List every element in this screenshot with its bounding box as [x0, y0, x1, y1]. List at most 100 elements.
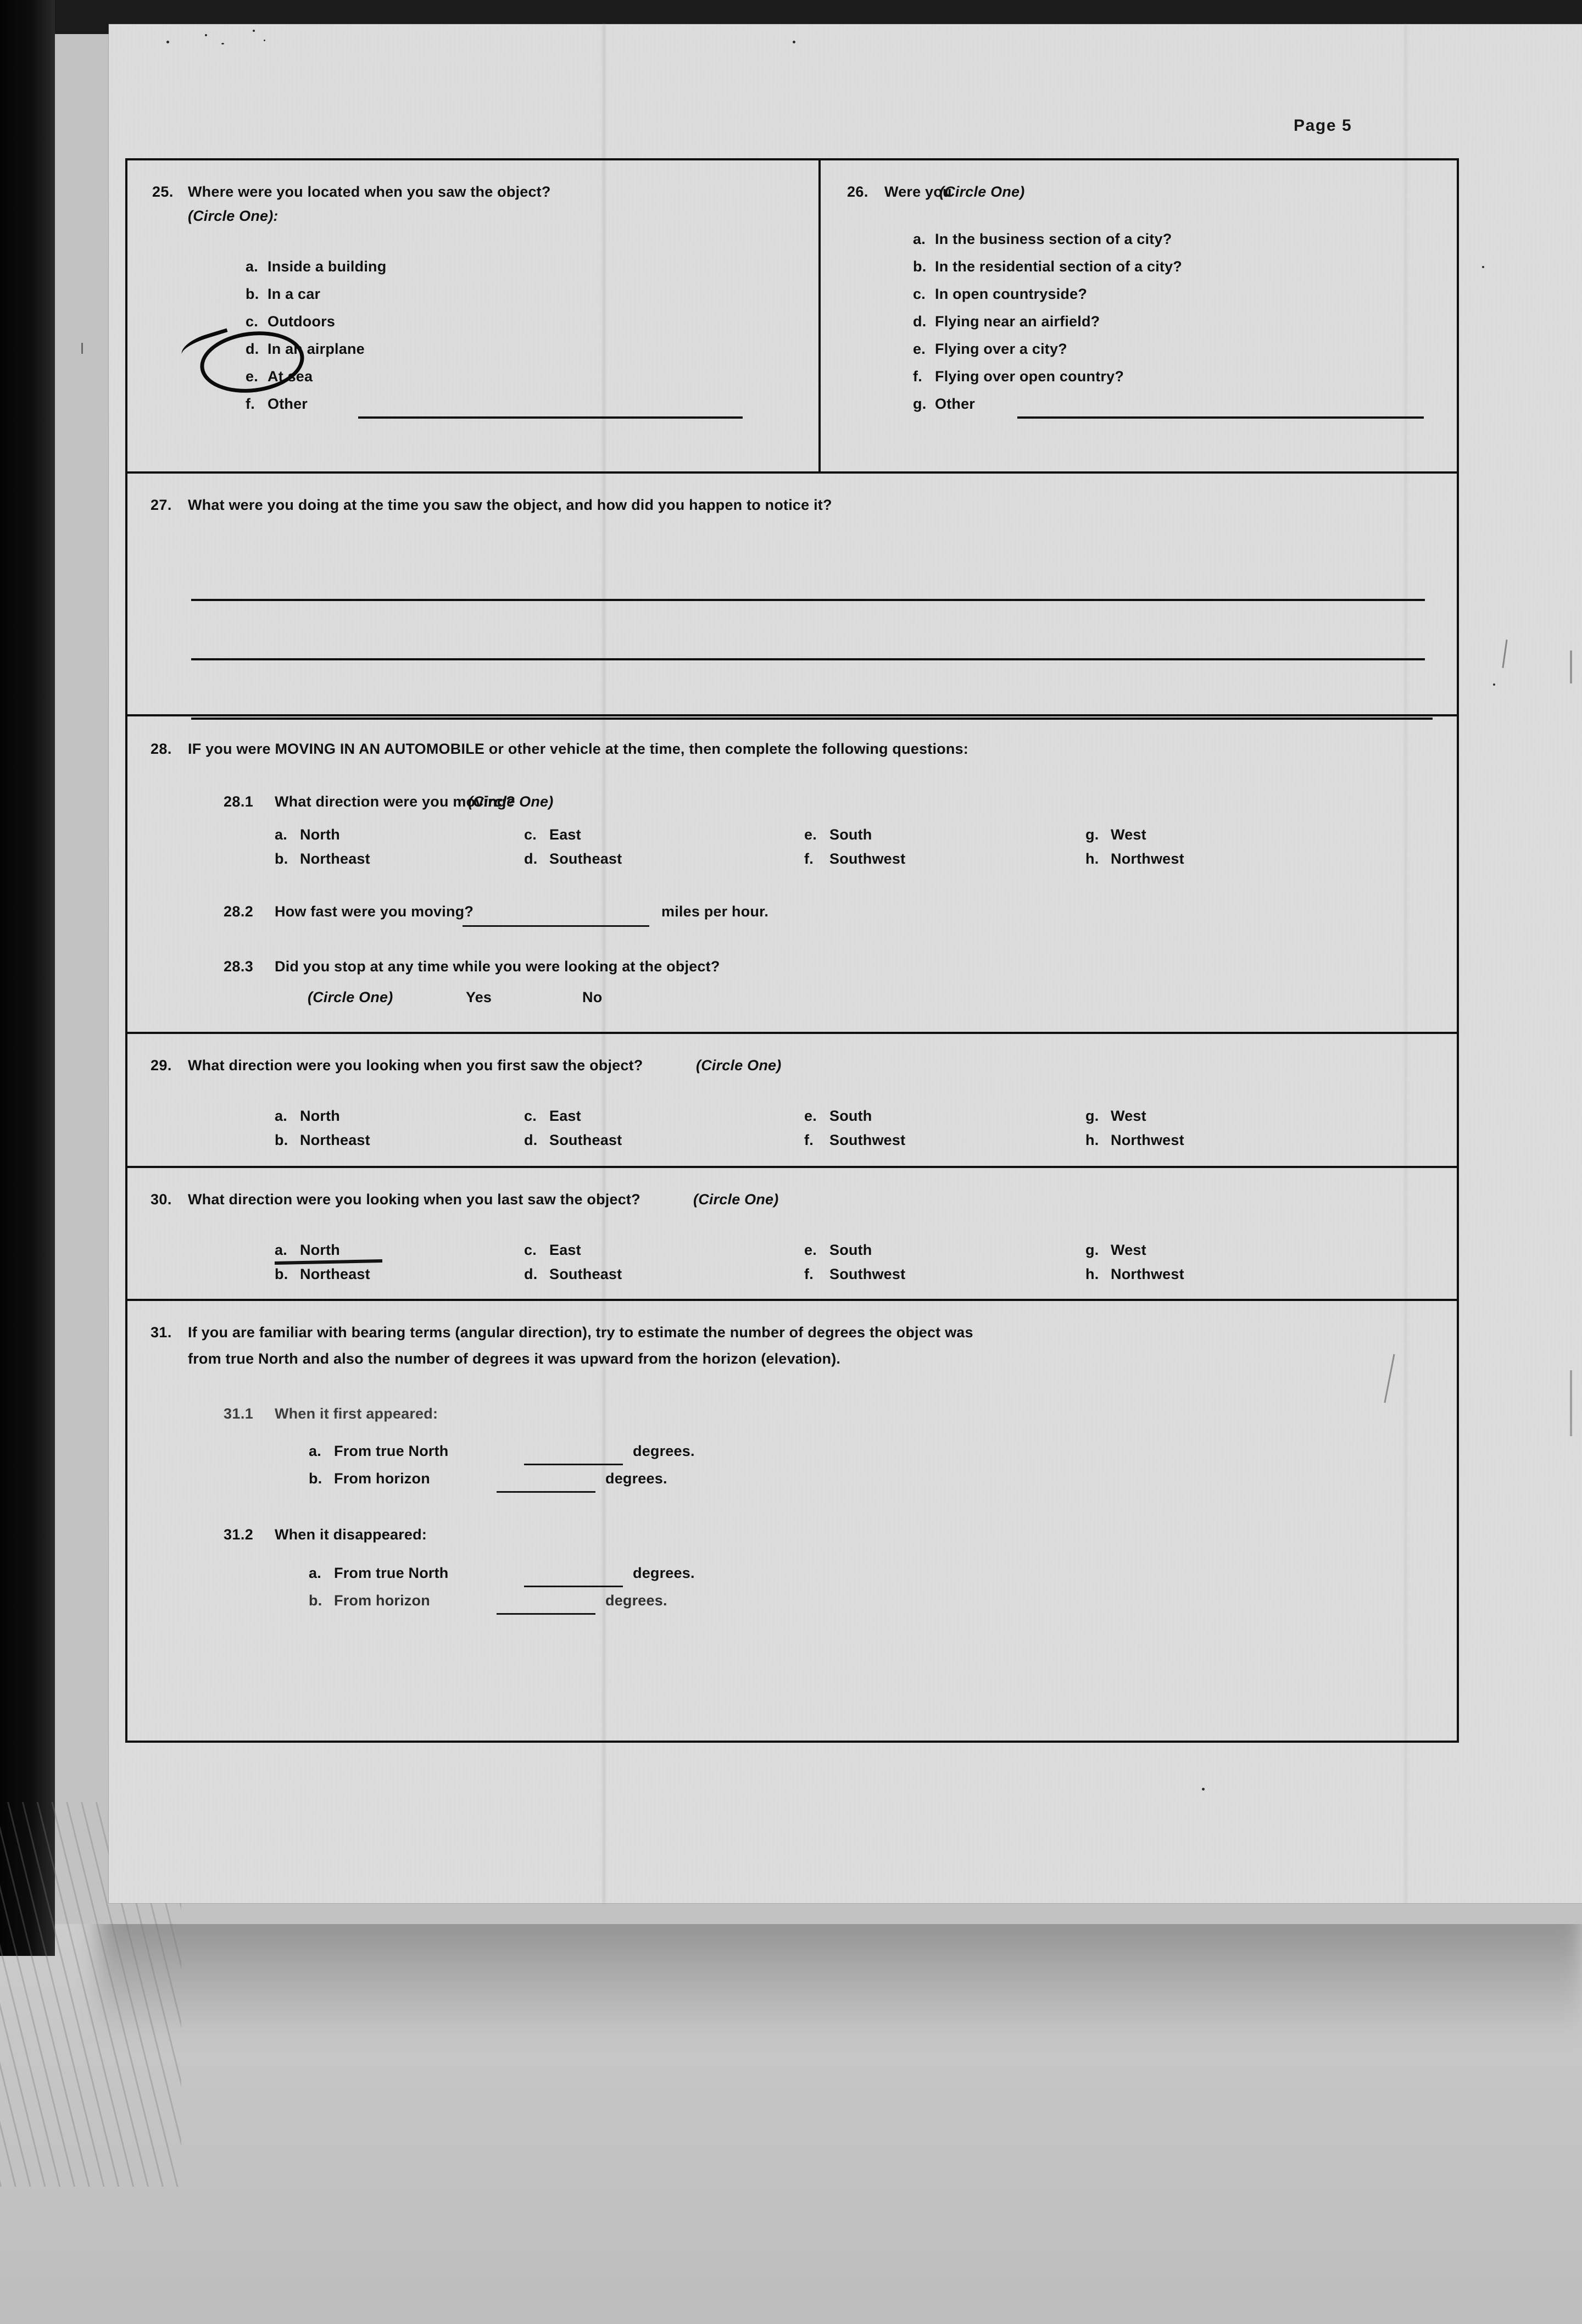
q31-2-item-b-fill-line[interactable]: [497, 1613, 595, 1615]
q25-option-c[interactable]: c. Outdoors: [246, 313, 335, 330]
q28-1-option-e-letter: e.: [804, 826, 817, 843]
stray-mark: [1482, 266, 1484, 268]
q28-1-option-a-label: North: [300, 826, 340, 843]
q26-option-c[interactable]: c. In open countryside?: [913, 286, 1087, 303]
q29-option-g[interactable]: g. West: [1085, 1108, 1146, 1125]
q30-option-b[interactable]: b. Northeast: [275, 1266, 370, 1283]
q26-option-d[interactable]: d. Flying near an airfield?: [913, 313, 1100, 330]
section-divider-25-27: [127, 471, 1457, 474]
q28-1-option-c[interactable]: c. East: [524, 826, 581, 843]
question-31-number: 31.: [151, 1324, 172, 1341]
q29-option-h[interactable]: h. Northwest: [1085, 1132, 1184, 1149]
q29-option-c[interactable]: c. East: [524, 1108, 581, 1125]
q28-1-option-d[interactable]: d. Southeast: [524, 850, 622, 868]
q25-option-f-label: Other: [268, 396, 308, 412]
q29-option-d-letter: d.: [524, 1132, 538, 1148]
q27-answer-line-2[interactable]: [191, 658, 1425, 660]
q26-option-e[interactable]: e. Flying over a city?: [913, 341, 1067, 358]
question-26-number: 26.: [847, 184, 868, 200]
q25-option-d[interactable]: d. In an airplane: [246, 341, 365, 358]
q26-option-b[interactable]: b. In the residential section of a city?: [913, 258, 1182, 275]
q28-1-option-e-label: South: [829, 826, 872, 843]
q31-1-item-a: a. From true North: [309, 1443, 449, 1460]
question-29-number: 29.: [151, 1057, 172, 1074]
q28-1-option-d-letter: d.: [524, 850, 538, 867]
q30-option-d[interactable]: d. Southeast: [524, 1266, 622, 1283]
question-26-circle-one: (Circle One): [939, 184, 1025, 200]
q30-option-g[interactable]: g. West: [1085, 1242, 1146, 1259]
q31-1-item-a-fill-line[interactable]: [524, 1464, 623, 1465]
q29-option-a[interactable]: a. North: [275, 1108, 340, 1125]
q25-option-b[interactable]: b. In a car: [246, 286, 320, 303]
q26-option-f-letter: f.: [913, 368, 922, 385]
q27-answer-line-3[interactable]: [191, 718, 1433, 720]
q25-option-e[interactable]: e. At sea: [246, 368, 313, 385]
question-25-number: 25.: [152, 184, 174, 200]
q26-option-a[interactable]: a. In the business section of a city?: [913, 231, 1172, 248]
q25-option-c-letter: c.: [246, 313, 258, 330]
q30-option-f[interactable]: f. Southwest: [804, 1266, 905, 1283]
q26-other-fill-line[interactable]: [1017, 416, 1424, 419]
q31-2-item-a: a. From true North: [309, 1565, 449, 1582]
q31-1-item-b-unit: degrees.: [605, 1470, 667, 1487]
question-30-circle-one: (Circle One): [693, 1191, 779, 1208]
q25-option-e-letter: e.: [246, 368, 258, 385]
q28-1-option-b[interactable]: b. Northeast: [275, 850, 370, 868]
q28-1-option-f-label: Southwest: [829, 850, 906, 867]
q30-option-a-label: North: [300, 1242, 340, 1258]
q30-option-e-letter: e.: [804, 1242, 817, 1258]
q31-1-item-b-fill-line[interactable]: [497, 1491, 595, 1493]
q26-option-f[interactable]: f. Flying over open country?: [913, 368, 1124, 385]
q26-option-e-letter: e.: [913, 341, 926, 357]
q29-option-d[interactable]: d. Southeast: [524, 1132, 622, 1149]
q28-1-option-h[interactable]: h. Northwest: [1085, 850, 1184, 868]
q27-answer-line-1[interactable]: [191, 599, 1425, 601]
section-divider-28-29: [127, 1032, 1457, 1034]
q28-3-choice-yes[interactable]: Yes: [466, 989, 492, 1005]
q31-2-item-a-unit: degrees.: [633, 1565, 695, 1581]
q25-option-f[interactable]: f. Other: [246, 396, 308, 413]
question-28-1-circle-one: (Circle One): [468, 793, 554, 810]
q25-other-fill-line[interactable]: [358, 416, 743, 419]
question-26-text: Were you: [884, 184, 952, 200]
question-31-2-text: When it disappeared:: [275, 1526, 427, 1543]
dust-speck: [221, 43, 224, 45]
q28-2-speed-fill-line[interactable]: [463, 925, 649, 927]
q31-1-item-b-label: From horizon: [334, 1470, 430, 1487]
q29-option-b-letter: b.: [275, 1132, 288, 1148]
question-25-text: Where were you located when you saw the …: [188, 184, 551, 200]
question-28-2-unit: miles per hour.: [661, 903, 769, 920]
q30-option-c[interactable]: c. East: [524, 1242, 581, 1259]
question-29-circle-one: (Circle One): [696, 1057, 782, 1074]
q31-2-item-a-fill-line[interactable]: [524, 1586, 623, 1587]
q30-option-h[interactable]: h. Northwest: [1085, 1266, 1184, 1283]
q31-1-item-a-unit: degrees.: [633, 1443, 695, 1459]
question-28-1-number: 28.1: [224, 793, 254, 810]
question-30-number: 30.: [151, 1191, 172, 1208]
q29-option-g-letter: g.: [1085, 1108, 1099, 1124]
page-number-label: Page 5: [1294, 116, 1352, 135]
q30-option-a[interactable]: a. North: [275, 1242, 340, 1259]
q30-option-e[interactable]: e. South: [804, 1242, 872, 1259]
q29-option-b[interactable]: b. Northeast: [275, 1132, 370, 1149]
q31-2-item-a-label: From true North: [334, 1565, 449, 1581]
q29-option-a-label: North: [300, 1108, 340, 1124]
questionnaire-form-table: 25. Where were you located when you saw …: [125, 158, 1459, 1743]
q29-option-e[interactable]: e. South: [804, 1108, 872, 1125]
q28-1-option-a[interactable]: a. North: [275, 826, 340, 843]
q28-3-choice-no[interactable]: No: [582, 989, 603, 1005]
stray-pen-mark: [1570, 651, 1572, 683]
q25-option-a[interactable]: a. Inside a building: [246, 258, 386, 275]
question-27-number: 27.: [151, 497, 172, 513]
q26-option-f-label: Flying over open country?: [935, 368, 1124, 385]
q28-1-option-g-label: West: [1111, 826, 1146, 843]
q30-option-f-letter: f.: [804, 1266, 814, 1282]
q25-option-e-label: At sea: [268, 368, 313, 385]
q29-option-f[interactable]: f. Southwest: [804, 1132, 905, 1149]
q28-1-option-f[interactable]: f. Southwest: [804, 850, 905, 868]
q31-1-item-a-letter: a.: [309, 1443, 321, 1459]
q28-1-option-g[interactable]: g. West: [1085, 826, 1146, 843]
dust-speck: [264, 40, 265, 41]
q28-1-option-e[interactable]: e. South: [804, 826, 872, 843]
q26-option-g[interactable]: g. Other: [913, 396, 975, 413]
